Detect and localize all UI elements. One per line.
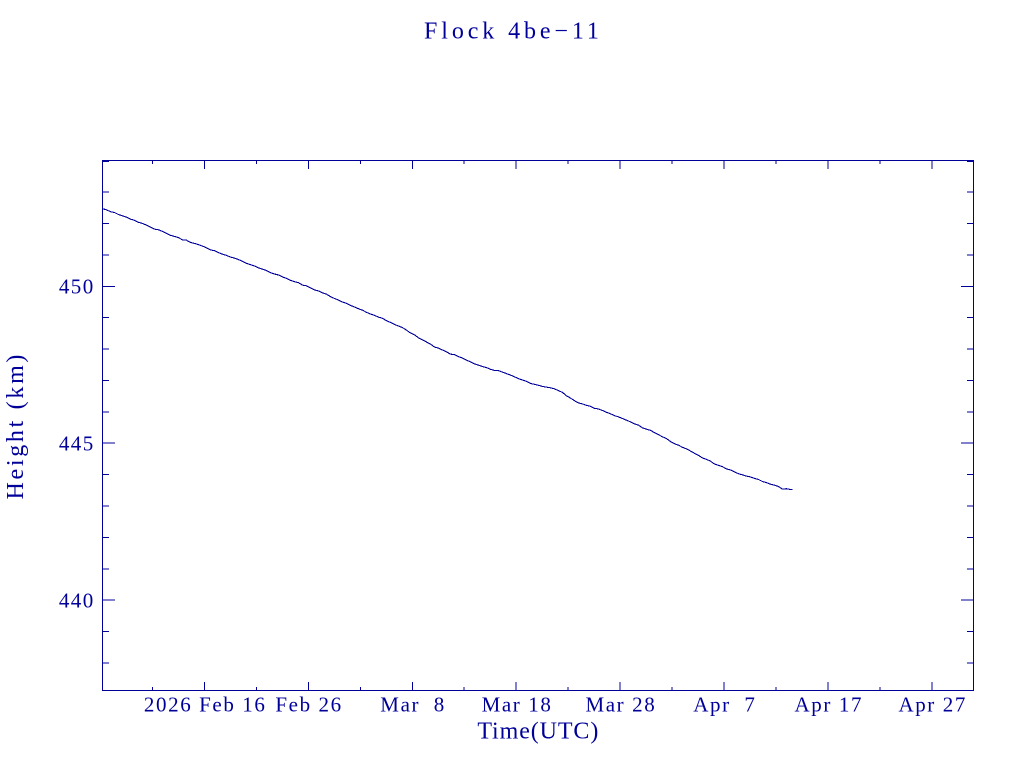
svg-text:Mar 18: Mar 18 <box>482 693 553 717</box>
svg-text:Mar 28: Mar 28 <box>585 693 656 717</box>
svg-text:440: 440 <box>59 588 95 612</box>
svg-text:Apr 27: Apr 27 <box>898 693 967 717</box>
svg-text:Mar 8: Mar 8 <box>380 693 446 717</box>
svg-text:Height (km): Height (km) <box>3 352 29 500</box>
svg-text:Time(UTC): Time(UTC) <box>477 718 599 744</box>
svg-text:Feb 26: Feb 26 <box>275 693 342 717</box>
svg-text:2026 Feb 16: 2026 Feb 16 <box>144 693 267 717</box>
svg-text:Flock 4be−11: Flock 4be−11 <box>424 18 603 44</box>
svg-text:Apr 7: Apr 7 <box>693 693 756 717</box>
svg-text:450: 450 <box>59 275 95 299</box>
svg-text:Apr 17: Apr 17 <box>795 693 864 717</box>
svg-text:445: 445 <box>59 431 95 455</box>
